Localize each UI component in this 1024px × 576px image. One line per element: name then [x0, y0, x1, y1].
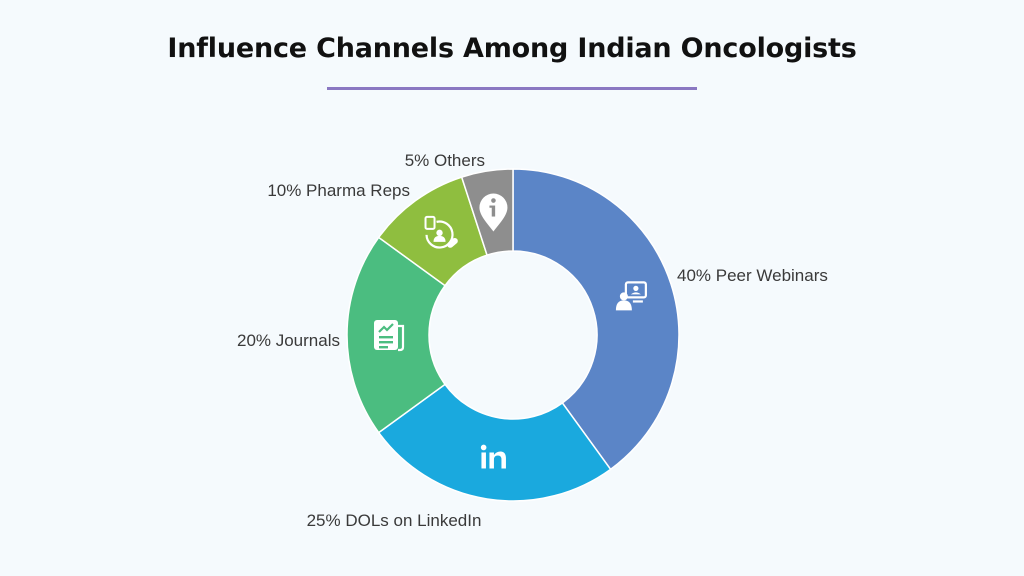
icons-layer: [374, 193, 647, 469]
slice-dols-on-linkedin: [377, 383, 612, 502]
linkedin-icon: [480, 444, 506, 469]
label-others: 5% Others: [405, 151, 485, 170]
slice-peer-webinars: [512, 168, 680, 471]
label-dols-on-linkedin: 25% DOLs on LinkedIn: [307, 511, 482, 530]
labels-layer: 40% Peer Webinars 25% DOLs on LinkedIn 20%…: [237, 151, 828, 530]
label-journals: 20% Journals: [237, 331, 340, 350]
slices-layer: [346, 168, 680, 502]
pharma-rep-icon: [424, 215, 458, 249]
chart-title: Influence Channels Among Indian Oncologi…: [167, 33, 857, 64]
title-underline: [327, 87, 697, 90]
label-peer-webinars: 40% Peer Webinars: [677, 266, 828, 285]
webinar-icon: [615, 281, 647, 311]
info-pin-icon: [479, 193, 508, 232]
label-pharma-reps: 10% Pharma Reps: [267, 181, 410, 200]
journal-icon: [374, 320, 405, 352]
